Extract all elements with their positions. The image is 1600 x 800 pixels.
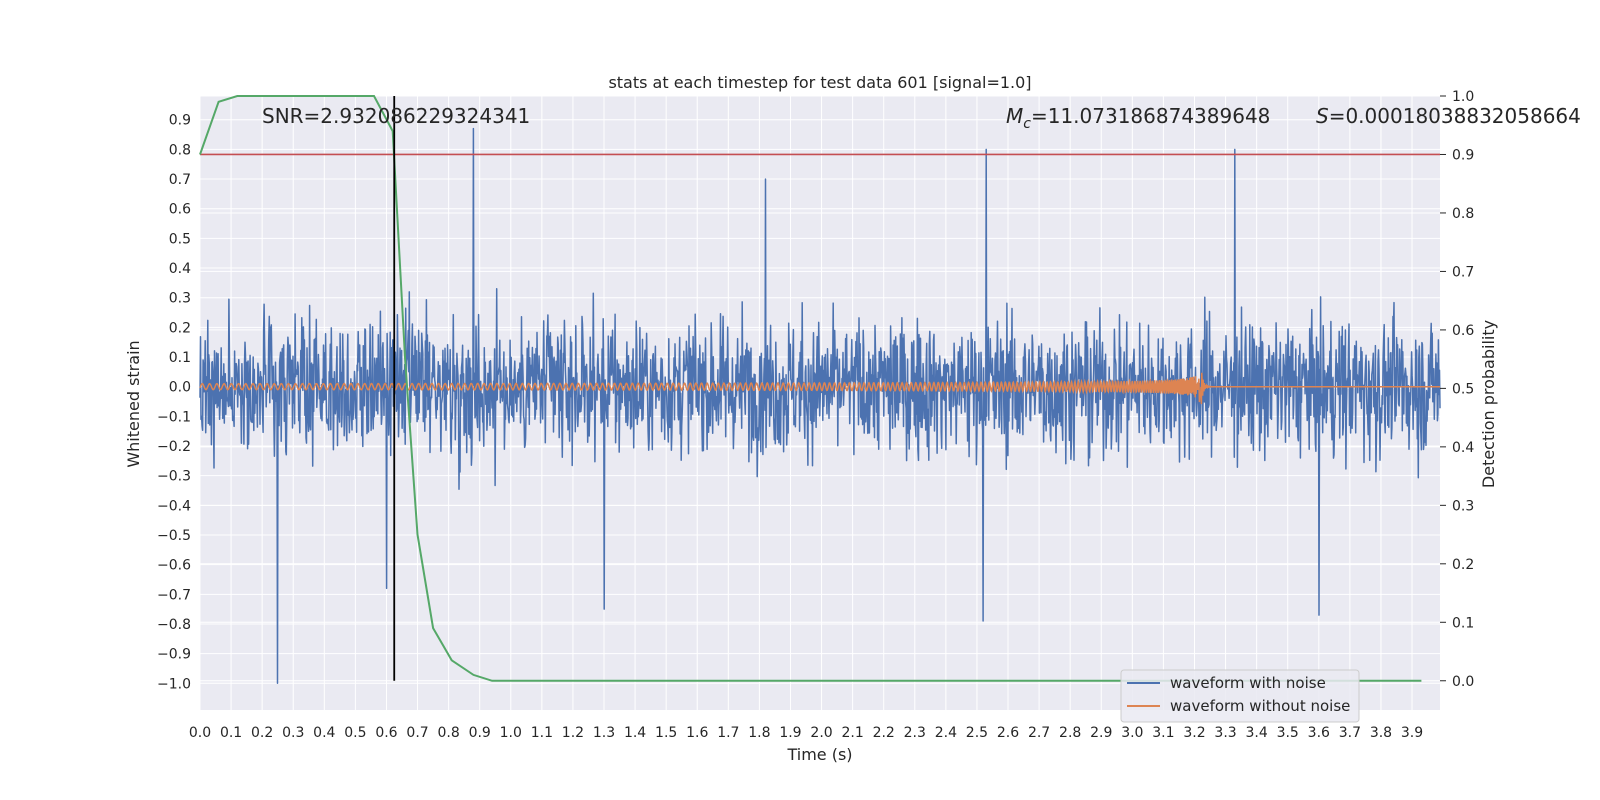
x-tick-label: 3.4	[1246, 725, 1268, 741]
x-tick-label: 2.1	[841, 725, 863, 741]
x-tick-label: 1.4	[624, 725, 646, 741]
x-tick-label: 2.0	[810, 725, 832, 741]
legend-box	[1120, 669, 1360, 723]
y-tick-label: −1.0	[157, 676, 191, 692]
x-tick-label: 1.7	[717, 725, 739, 741]
mc-annotation: Mc=11.073186874389648	[1006, 104, 1270, 132]
y-axis-label: Whitened strain	[124, 340, 143, 467]
y-tick-label: −0.2	[157, 439, 191, 455]
y-tick-label: 0.9	[169, 113, 191, 129]
x-tick-label: 2.3	[904, 725, 926, 741]
x-tick-label: 3.0	[1121, 725, 1143, 741]
x-tick-label: 2.7	[1028, 725, 1050, 741]
y-tick-label: 0.4	[169, 261, 191, 277]
y2-tick-label: 0.1	[1452, 615, 1474, 631]
y2-axis-label: Detection probability	[1479, 320, 1498, 488]
y2-tick-label: 0.9	[1452, 147, 1474, 163]
y-tick-label: −0.1	[157, 409, 191, 425]
y2-tick-label: 0.7	[1452, 264, 1474, 280]
y2-tick-label: 0.2	[1452, 557, 1474, 573]
y-tick-label: 0.0	[169, 380, 191, 396]
x-tick-label: 1.9	[779, 725, 801, 741]
x-tick-label: 1.8	[748, 725, 770, 741]
x-tick-label: 1.3	[593, 725, 615, 741]
y2-tick-label: 0.0	[1452, 674, 1474, 690]
x-tick-label: 0.4	[313, 725, 335, 741]
y2-tick-label: 0.6	[1452, 323, 1474, 339]
y2-tick-label: 0.3	[1452, 498, 1474, 514]
y-tick-label: −0.5	[157, 528, 191, 544]
x-tick-label: 0.7	[406, 725, 428, 741]
x-tick-label: 0.0	[189, 725, 211, 741]
legend: waveform with noise waveform without noi…	[1120, 669, 1360, 723]
overlay-lines	[199, 95, 1440, 682]
x-tick-label: 0.6	[375, 725, 397, 741]
legend-label-noise: waveform with noise	[1170, 674, 1326, 692]
x-tick-label: 2.4	[935, 725, 957, 741]
x-tick-label: 2.2	[873, 725, 895, 741]
y-tick-label: 0.7	[169, 172, 191, 188]
detection-probability-line	[199, 95, 1422, 682]
x-tick-label: 3.8	[1370, 725, 1392, 741]
x-tick-label: 3.3	[1214, 725, 1236, 741]
mc-value: =11.073186874389648	[1031, 104, 1270, 128]
x-tick-label: 3.1	[1152, 725, 1174, 741]
x-tick-label: 2.9	[1090, 725, 1112, 741]
y-tick-label: 0.3	[169, 291, 191, 307]
snr-annotation: SNR=2.932086229324341	[262, 104, 530, 128]
y-tick-label: 0.6	[169, 202, 191, 218]
y-tick-label: 0.5	[169, 231, 191, 247]
x-tick-label: 0.5	[344, 725, 366, 741]
y2-tick-label: 0.4	[1452, 440, 1474, 456]
y-tick-label: −0.7	[157, 587, 191, 603]
x-tick-label: 1.6	[686, 725, 708, 741]
y-tick-label: −0.6	[157, 558, 191, 574]
x-tick-label: 0.3	[282, 725, 304, 741]
x-tick-label: 1.2	[562, 725, 584, 741]
x-tick-label: 3.6	[1308, 725, 1330, 741]
chart-title: stats at each timestep for test data 601…	[608, 73, 1031, 92]
x-tick-label: 0.9	[469, 725, 491, 741]
x-tick-label: 2.5	[966, 725, 988, 741]
y-axis-ticks: 0.9 0.8 0.7 0.6 0.5 0.4 0.3 0.2 0.1 0.0 −0.1 −0.2 −0…	[157, 113, 191, 693]
y2-tick-label: 0.5	[1452, 381, 1474, 397]
waveform-with-noise	[199, 127, 1441, 685]
x-axis-ticks: 0.0 0.1 0.2 0.3 0.4 0.5 0.6 0.7 0.8 0.9 1.0 1.1 1.2 1…	[189, 725, 1423, 741]
y-tick-label: −0.9	[157, 647, 191, 663]
x-tick-label: 3.5	[1277, 725, 1299, 741]
y-tick-label: 0.8	[169, 142, 191, 158]
x-tick-label: 1.1	[531, 725, 553, 741]
y-tick-label: −0.4	[157, 498, 191, 514]
y-tick-label: −0.8	[157, 617, 191, 633]
y2-tick-label: 0.8	[1452, 206, 1474, 222]
s-value: =0.00018038832058664	[1329, 104, 1581, 128]
noise-series-line	[199, 127, 1441, 685]
y2-tick-label: 1.0	[1452, 89, 1474, 105]
x-axis-label: Time (s)	[786, 745, 852, 764]
x-tick-label: 2.8	[1059, 725, 1081, 741]
x-tick-label: 0.1	[220, 725, 242, 741]
x-tick-label: 3.7	[1339, 725, 1361, 741]
x-tick-label: 0.2	[251, 725, 273, 741]
s-annotation: S=0.00018038832058664	[1316, 104, 1581, 128]
y-tick-label: 0.1	[169, 350, 191, 366]
legend-label-clean: waveform without noise	[1170, 697, 1350, 715]
x-tick-label: 1.5	[655, 725, 677, 741]
x-tick-label: 1.0	[500, 725, 522, 741]
x-tick-label: 3.9	[1401, 725, 1423, 741]
y-tick-label: 0.2	[169, 320, 191, 336]
y2-axis-ticks: 0.0 0.1 0.2 0.3 0.4 0.5 0.6 0.7 0.8 0.9 1.0	[1440, 89, 1474, 690]
x-tick-label: 0.8	[437, 725, 459, 741]
x-tick-label: 2.6	[997, 725, 1019, 741]
y-tick-label: −0.3	[157, 469, 191, 485]
x-tick-label: 3.2	[1183, 725, 1205, 741]
